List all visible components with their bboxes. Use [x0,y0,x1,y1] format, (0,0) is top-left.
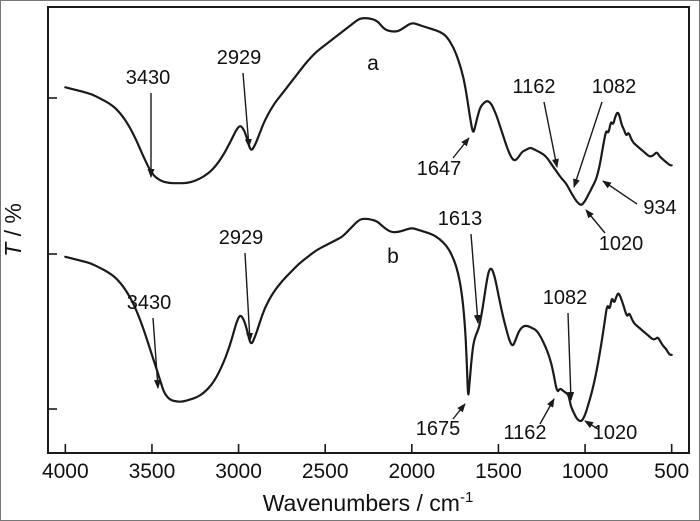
peak-label-3430-b: 3430 [127,292,172,314]
spectrum-curve-a [64,17,673,206]
peak-label-1082-b: 1082 [543,287,588,309]
x-tick-label: 500 [654,460,689,483]
x-tick-label: 4000 [42,460,89,483]
peak-label-2929-b: 2929 [219,227,264,249]
peak-label-1162-b: 1162 [503,422,546,444]
peak-arrow-1613-b [470,233,481,324]
peak-label-3430-a: 3430 [126,67,171,89]
peak-label-1020-a: 1020 [599,233,644,255]
peak-arrow-2929-a [242,72,252,148]
peak-label-934-a: 934 [643,197,676,219]
peak-label-1675-b: 1675 [416,418,461,440]
y-axis-ticks [48,97,57,410]
peak-label-1020-b: 1020 [593,422,638,444]
y-axis-title: T / % [1,203,26,257]
peak-arrow-1675-b [452,403,466,420]
x-tick-label: 3500 [129,460,176,483]
peak-arrow-2929-b [244,252,254,342]
curve-identifiers: ab [367,52,399,268]
peak-label-1082-a: 1082 [592,76,637,98]
peak-label-2929-a: 2929 [217,47,262,69]
x-axis-ticks: 4000 3500 3000 2500 2000 1500 1000 500 [42,444,689,483]
peak-arrow-934-a [602,180,638,205]
peak-arrow-1020-b [584,420,599,430]
peak-arrow-1082-a [573,101,603,188]
peak-arrow-1162-a [543,101,559,168]
peak-arrow-1020-a [585,209,606,234]
curve-label-a: a [367,52,379,75]
plot-frame [47,6,690,454]
peak-arrow-1647-a [452,137,470,159]
peak-arrow-3430-b [152,317,161,389]
peak-arrow-1162-b [539,398,555,425]
peak-annotations: 3430 2929 1647 1162 1082 934 1020 2929 1613 3430 1… [126,47,677,444]
spectrum-curve-b [64,217,673,423]
peak-arrow-1082-b [567,312,575,401]
x-tick-label: 3000 [215,460,262,483]
spectra-curves [64,17,673,423]
peak-label-1613-b: 1613 [438,208,483,230]
peak-label-1162-a: 1162 [512,76,555,98]
x-tick-label: 1000 [562,460,609,483]
x-tick-label: 2500 [302,460,349,483]
curve-label-b: b [387,245,399,268]
peak-label-1647-a: 1647 [417,158,462,180]
x-tick-label: 1500 [475,460,522,483]
x-tick-label: 2000 [388,460,435,483]
x-axis-title: Wavenumbers / cm-1 [263,489,474,516]
